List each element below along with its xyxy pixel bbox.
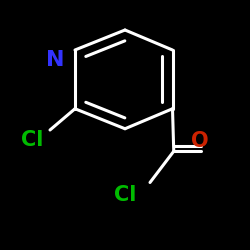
- Text: N: N: [46, 50, 64, 70]
- Text: O: O: [191, 131, 209, 151]
- Text: Cl: Cl: [21, 130, 44, 150]
- Text: Cl: Cl: [114, 185, 136, 205]
